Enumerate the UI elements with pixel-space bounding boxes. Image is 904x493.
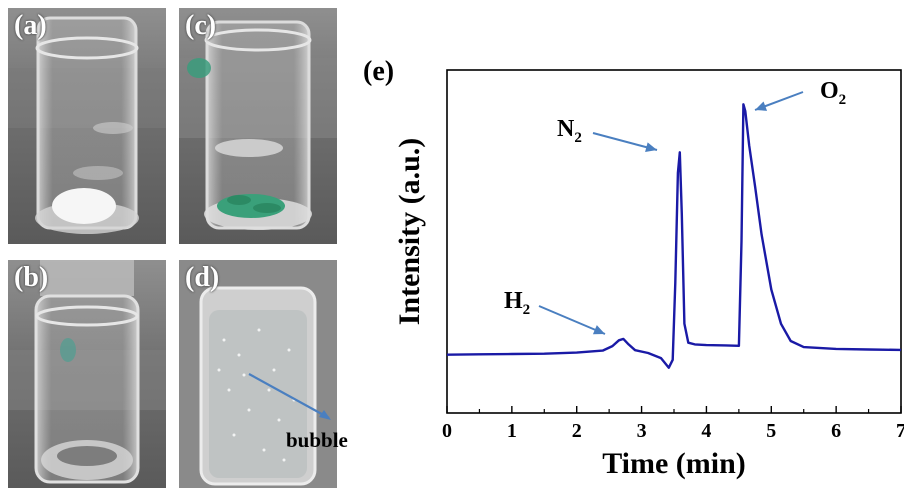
panel-label-c: (c) [185,10,217,41]
photo-d: (d) [179,260,337,488]
x-tick-label: 6 [831,420,841,442]
photo-a: (a) [8,8,166,244]
x-tick-label: 5 [766,420,776,442]
peak-annotations: H2 N2 O2 [504,78,846,335]
panel-label-b: (b) [14,262,49,293]
bubble-arrow [248,373,330,419]
peak-arrowhead [755,101,768,111]
x-tick-label: 2 [572,420,582,442]
x-ticks: 0 1 2 3 4 5 6 7 [442,406,904,442]
plot-frame [446,69,902,414]
white-powder [52,188,116,224]
peak-label: H2 [504,288,530,318]
x-tick-label: 4 [701,420,711,442]
peak-arrowhead [592,325,605,335]
x-tick-label: 3 [637,420,647,442]
x-axis-title: Time (min) [602,447,746,480]
peak-arrowhead [645,142,657,153]
chromatogram-chart: (e) 0 1 2 3 4 5 6 7 H2 N2 O2 Time (min) Intensity… [355,40,904,493]
photo-c: (c) [179,8,337,244]
peak-label: O2 [820,78,846,108]
panel-label-d: (d) [185,262,220,293]
x-tick-label: 7 [896,420,904,442]
peak-label: N2 [557,116,582,146]
panel-label-e: (e) [363,56,394,87]
axes [446,69,902,414]
series-line [446,103,902,369]
y-axis-title: Intensity (a.u.) [393,138,426,326]
x-tick-label: 0 [442,420,452,442]
x-tick-label: 1 [507,420,517,442]
peak-arrow [592,132,658,151]
photo-b: (b) [8,260,166,488]
peak-arrow [538,305,606,335]
bubble-label: bubble [286,428,348,452]
panel-label-a: (a) [14,10,47,41]
